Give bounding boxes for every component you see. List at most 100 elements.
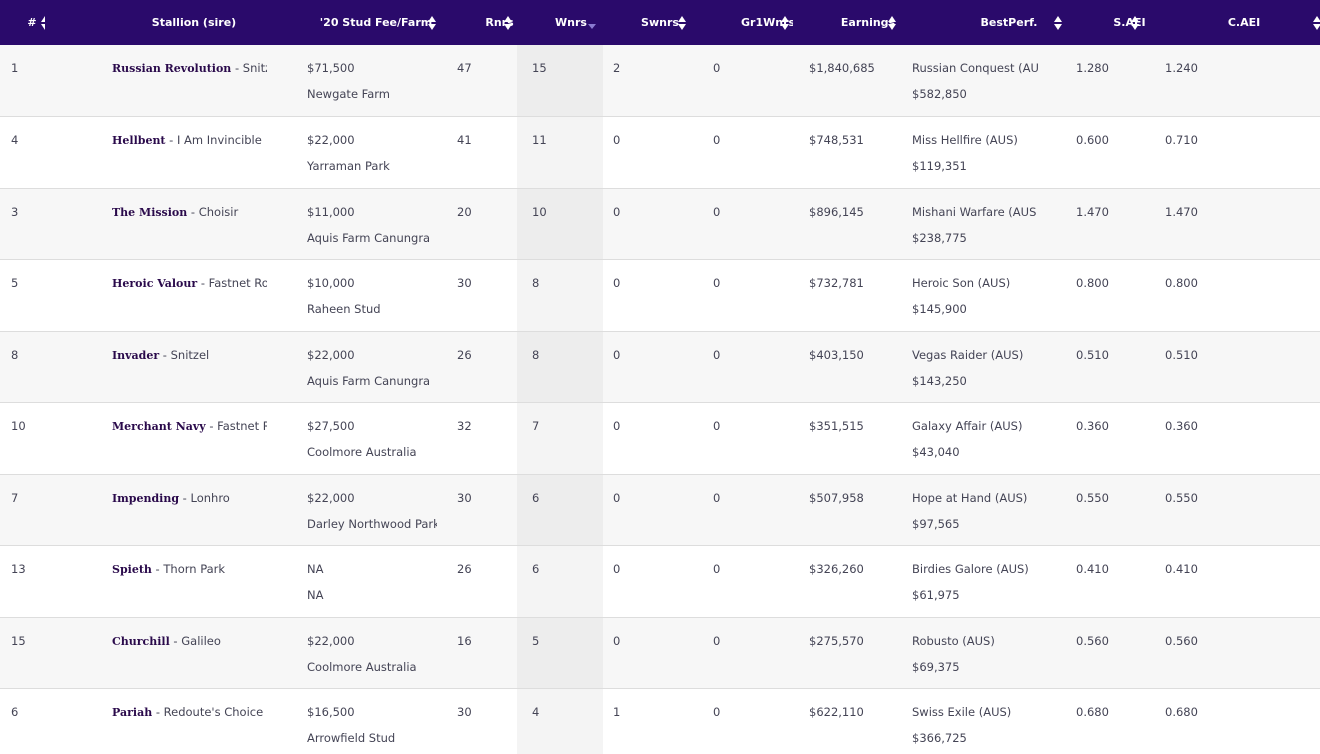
cell-best-performer: Heroic Son (AUS) $145,900	[899, 259, 1063, 331]
table-row[interactable]: 3 The Mission - Choisir $11,000 Aquis Farm …	[0, 187, 1320, 260]
sire-separator: -	[205, 419, 218, 433]
cell-winners: 15	[517, 45, 603, 117]
best-performer-earnings: $97,565	[912, 516, 960, 531]
cell-best-performer: Swiss Exile (AUS) $366,725	[899, 688, 1063, 754]
sire-separator: -	[165, 133, 177, 147]
rank-value: 10	[11, 419, 26, 433]
best-performer-name: Heroic Son (AUS)	[912, 276, 1011, 290]
sort-both-icon[interactable]	[780, 15, 790, 31]
cell-stud-fee-farm: $22,000 Aquis Farm Canungra	[267, 330, 437, 403]
table-row[interactable]: 15 Churchill - Galileo $22,000 Coolmore Aus…	[0, 616, 1320, 689]
table-row[interactable]: 4 Hellbent - I Am Invincible $22,000 Yarram…	[0, 116, 1320, 188]
column-header-runners[interactable]: Rnrs	[437, 0, 517, 45]
c-aei-value: 0.680	[1165, 705, 1198, 719]
column-header-stallion[interactable]: Stallion (sire)	[45, 0, 336, 45]
cell-stakes-winners: 0	[603, 187, 693, 260]
runners-value: 47	[457, 61, 472, 75]
sire-name: I Am Invincible	[177, 133, 262, 147]
column-header-stud-fee-farm[interactable]: '20 Stud Fee/Farm	[267, 0, 437, 45]
runners-value: 30	[457, 276, 472, 290]
c-aei-value: 0.800	[1165, 276, 1198, 290]
sire-name: Galileo	[181, 633, 221, 648]
earnings-value: $351,515	[809, 419, 864, 433]
stallion-name-link[interactable]: Russian Revolution	[112, 62, 232, 75]
column-header-group1-winners[interactable]: Gr1Wnrs	[693, 0, 795, 45]
stud-fee: $11,000	[307, 204, 355, 219]
cell-c-aei: 0.560	[1150, 616, 1320, 689]
winners-value: 8	[532, 276, 540, 290]
cell-stallion: Invader - Snitzel	[45, 330, 267, 403]
table-row[interactable]: 13 Spieth - Thorn Park NA NA 26 6 0 0 $326,260 Bi…	[0, 545, 1320, 617]
column-header-s-aei[interactable]: S.AEI	[1063, 0, 1150, 45]
column-header-c-aei[interactable]: C.AEI	[1150, 0, 1320, 45]
s-aei-value: 0.510	[1076, 347, 1109, 362]
stud-farm: Coolmore Australia	[307, 659, 417, 674]
sort-both-icon[interactable]	[1130, 15, 1140, 31]
cell-runners: 26	[437, 330, 517, 403]
cell-stud-fee-farm: $71,500 Newgate Farm	[267, 45, 437, 117]
sort-both-icon[interactable]	[1312, 15, 1320, 31]
cell-rank: 3	[0, 187, 45, 260]
stallion-name-link[interactable]: Pariah	[112, 706, 153, 719]
column-header-rank[interactable]: #	[0, 0, 49, 45]
best-performer-name: Mishani Warfare (AUS	[912, 204, 1037, 219]
sort-both-icon[interactable]	[427, 15, 437, 31]
stallion-name-link[interactable]: Merchant Navy	[112, 420, 206, 433]
stallion-name-link[interactable]: Invader	[112, 348, 160, 362]
column-header-label: C.AEI	[1227, 16, 1261, 29]
cell-stakes-winners: 1	[603, 688, 693, 754]
sort-desc-icon[interactable]	[587, 15, 597, 31]
cell-c-aei: 0.680	[1150, 688, 1320, 754]
stallion-name-link[interactable]: Hellbent	[112, 134, 166, 147]
stallion-name-link[interactable]: Impending	[112, 491, 180, 505]
column-header-label: Swnrs	[641, 16, 679, 29]
winners-value: 4	[532, 705, 540, 719]
stallion-name-link[interactable]: The Mission	[112, 205, 188, 219]
column-header-winners[interactable]: Wnrs	[517, 0, 603, 45]
column-header-stakes-winners[interactable]: Swnrs	[603, 0, 693, 45]
runners-value: 41	[457, 133, 472, 147]
cell-rank: 7	[0, 473, 45, 546]
cell-rank: 5	[0, 259, 45, 331]
sort-both-icon[interactable]	[887, 15, 897, 31]
cell-c-aei: 1.240	[1150, 45, 1320, 117]
group1-winners-value: 0	[713, 490, 721, 505]
cell-rank: 15	[0, 616, 45, 689]
sort-both-icon[interactable]	[1053, 15, 1063, 31]
cell-best-performer: Hope at Hand (AUS) $97,565	[899, 473, 1063, 546]
stallion-name-link[interactable]: Heroic Valour	[112, 277, 198, 290]
sort-both-icon[interactable]	[677, 15, 687, 31]
rank-value: 8	[11, 347, 19, 362]
cell-stallion: Russian Revolution - Snitzel	[45, 45, 267, 117]
cell-stallion: Hellbent - I Am Invincible	[45, 116, 267, 188]
sort-both-icon[interactable]	[503, 15, 513, 31]
column-header-earnings[interactable]: Earnings	[793, 0, 899, 45]
cell-group1-winners: 0	[693, 473, 793, 546]
earnings-value: $896,145	[809, 204, 864, 219]
winners-value: 10	[532, 204, 547, 219]
rank-value: 3	[11, 204, 19, 219]
best-performer-name: Vegas Raider (AUS)	[912, 347, 1024, 362]
stallion-name-link[interactable]: Spieth	[112, 563, 152, 576]
table-row[interactable]: 6 Pariah - Redoute's Choice $16,500 Arrowfi…	[0, 688, 1320, 754]
table-row[interactable]: 1 Russian Revolution - Snitzel $71,500 Newg…	[0, 45, 1320, 117]
stud-farm: Darley Northwood Park	[307, 516, 437, 531]
cell-group1-winners: 0	[693, 187, 793, 260]
table-row[interactable]: 5 Heroic Valour - Fastnet Rock $10,000 Rahe…	[0, 259, 1320, 331]
cell-earnings: $1,840,685	[793, 45, 899, 117]
cell-stakes-winners: 0	[603, 473, 693, 546]
cell-group1-winners: 0	[693, 688, 793, 754]
stakes-winners-value: 0	[613, 276, 621, 290]
cell-c-aei: 0.360	[1150, 402, 1320, 474]
cell-winners: 4	[517, 688, 603, 754]
stallion-name-link[interactable]: Churchill	[112, 634, 170, 648]
stakes-winners-value: 0	[613, 347, 621, 362]
s-aei-value: 0.600	[1076, 133, 1109, 147]
best-performer-earnings: $119,351	[912, 159, 967, 173]
table-row[interactable]: 10 Merchant Navy - Fastnet Rock $27,500 Coo…	[0, 402, 1320, 474]
column-header-best-performer[interactable]: BestPerf.	[899, 0, 1063, 45]
table-row[interactable]: 8 Invader - Snitzel $22,000 Aquis Farm Canu…	[0, 330, 1320, 403]
table-row[interactable]: 7 Impending - Lonhro $22,000 Darley Northwo…	[0, 473, 1320, 546]
runners-value: 16	[457, 633, 472, 648]
earnings-value: $275,570	[809, 633, 864, 648]
